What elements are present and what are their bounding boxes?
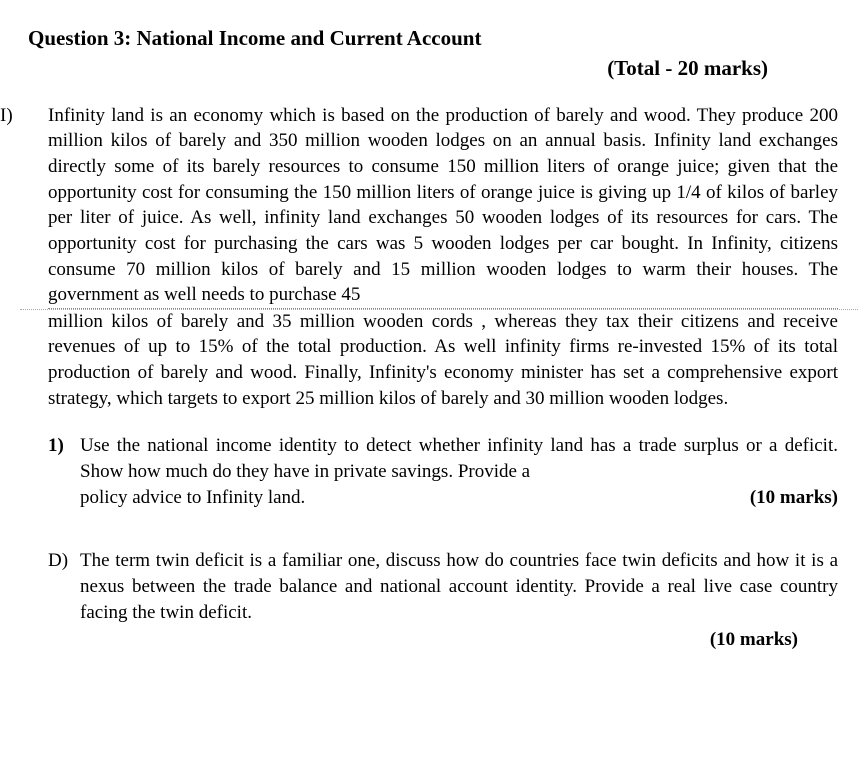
question-header: Question 3: National Income and Current …: [28, 24, 838, 83]
subquestion-d-marks: (10 marks): [80, 627, 838, 653]
question-title: Question 3: National Income and Current …: [28, 24, 838, 52]
part-label: I): [0, 103, 48, 129]
subquestion-d: D) The term twin deficit is a familiar o…: [48, 548, 838, 653]
main-question-block: I) Infinity land is an economy which is …: [0, 103, 838, 412]
question-total-marks: (Total - 20 marks): [28, 54, 838, 82]
main-question-body: Infinity land is an economy which is bas…: [48, 103, 838, 412]
subquestion-1: 1) Use the national income identity to d…: [48, 433, 838, 510]
subquestion-1-body: Use the national income identity to dete…: [80, 433, 838, 510]
subquestion-1-marks: (10 marks): [750, 485, 838, 511]
subquestion-1-text-b: policy advice to Infinity land.: [80, 485, 305, 511]
subquestion-d-label: D): [48, 548, 80, 574]
dotted-divider: [20, 309, 858, 310]
subquestion-d-body: The term twin deficit is a familiar one,…: [80, 548, 838, 653]
subquestion-1-text-a: Use the national income identity to dete…: [80, 435, 838, 482]
main-paragraph-upper: Infinity land is an economy which is bas…: [48, 103, 838, 309]
main-paragraph-lower: million kilos of barely and 35 million w…: [48, 309, 838, 412]
subquestion-d-text: The term twin deficit is a familiar one,…: [80, 550, 838, 622]
subquestion-1-label: 1): [48, 433, 80, 459]
